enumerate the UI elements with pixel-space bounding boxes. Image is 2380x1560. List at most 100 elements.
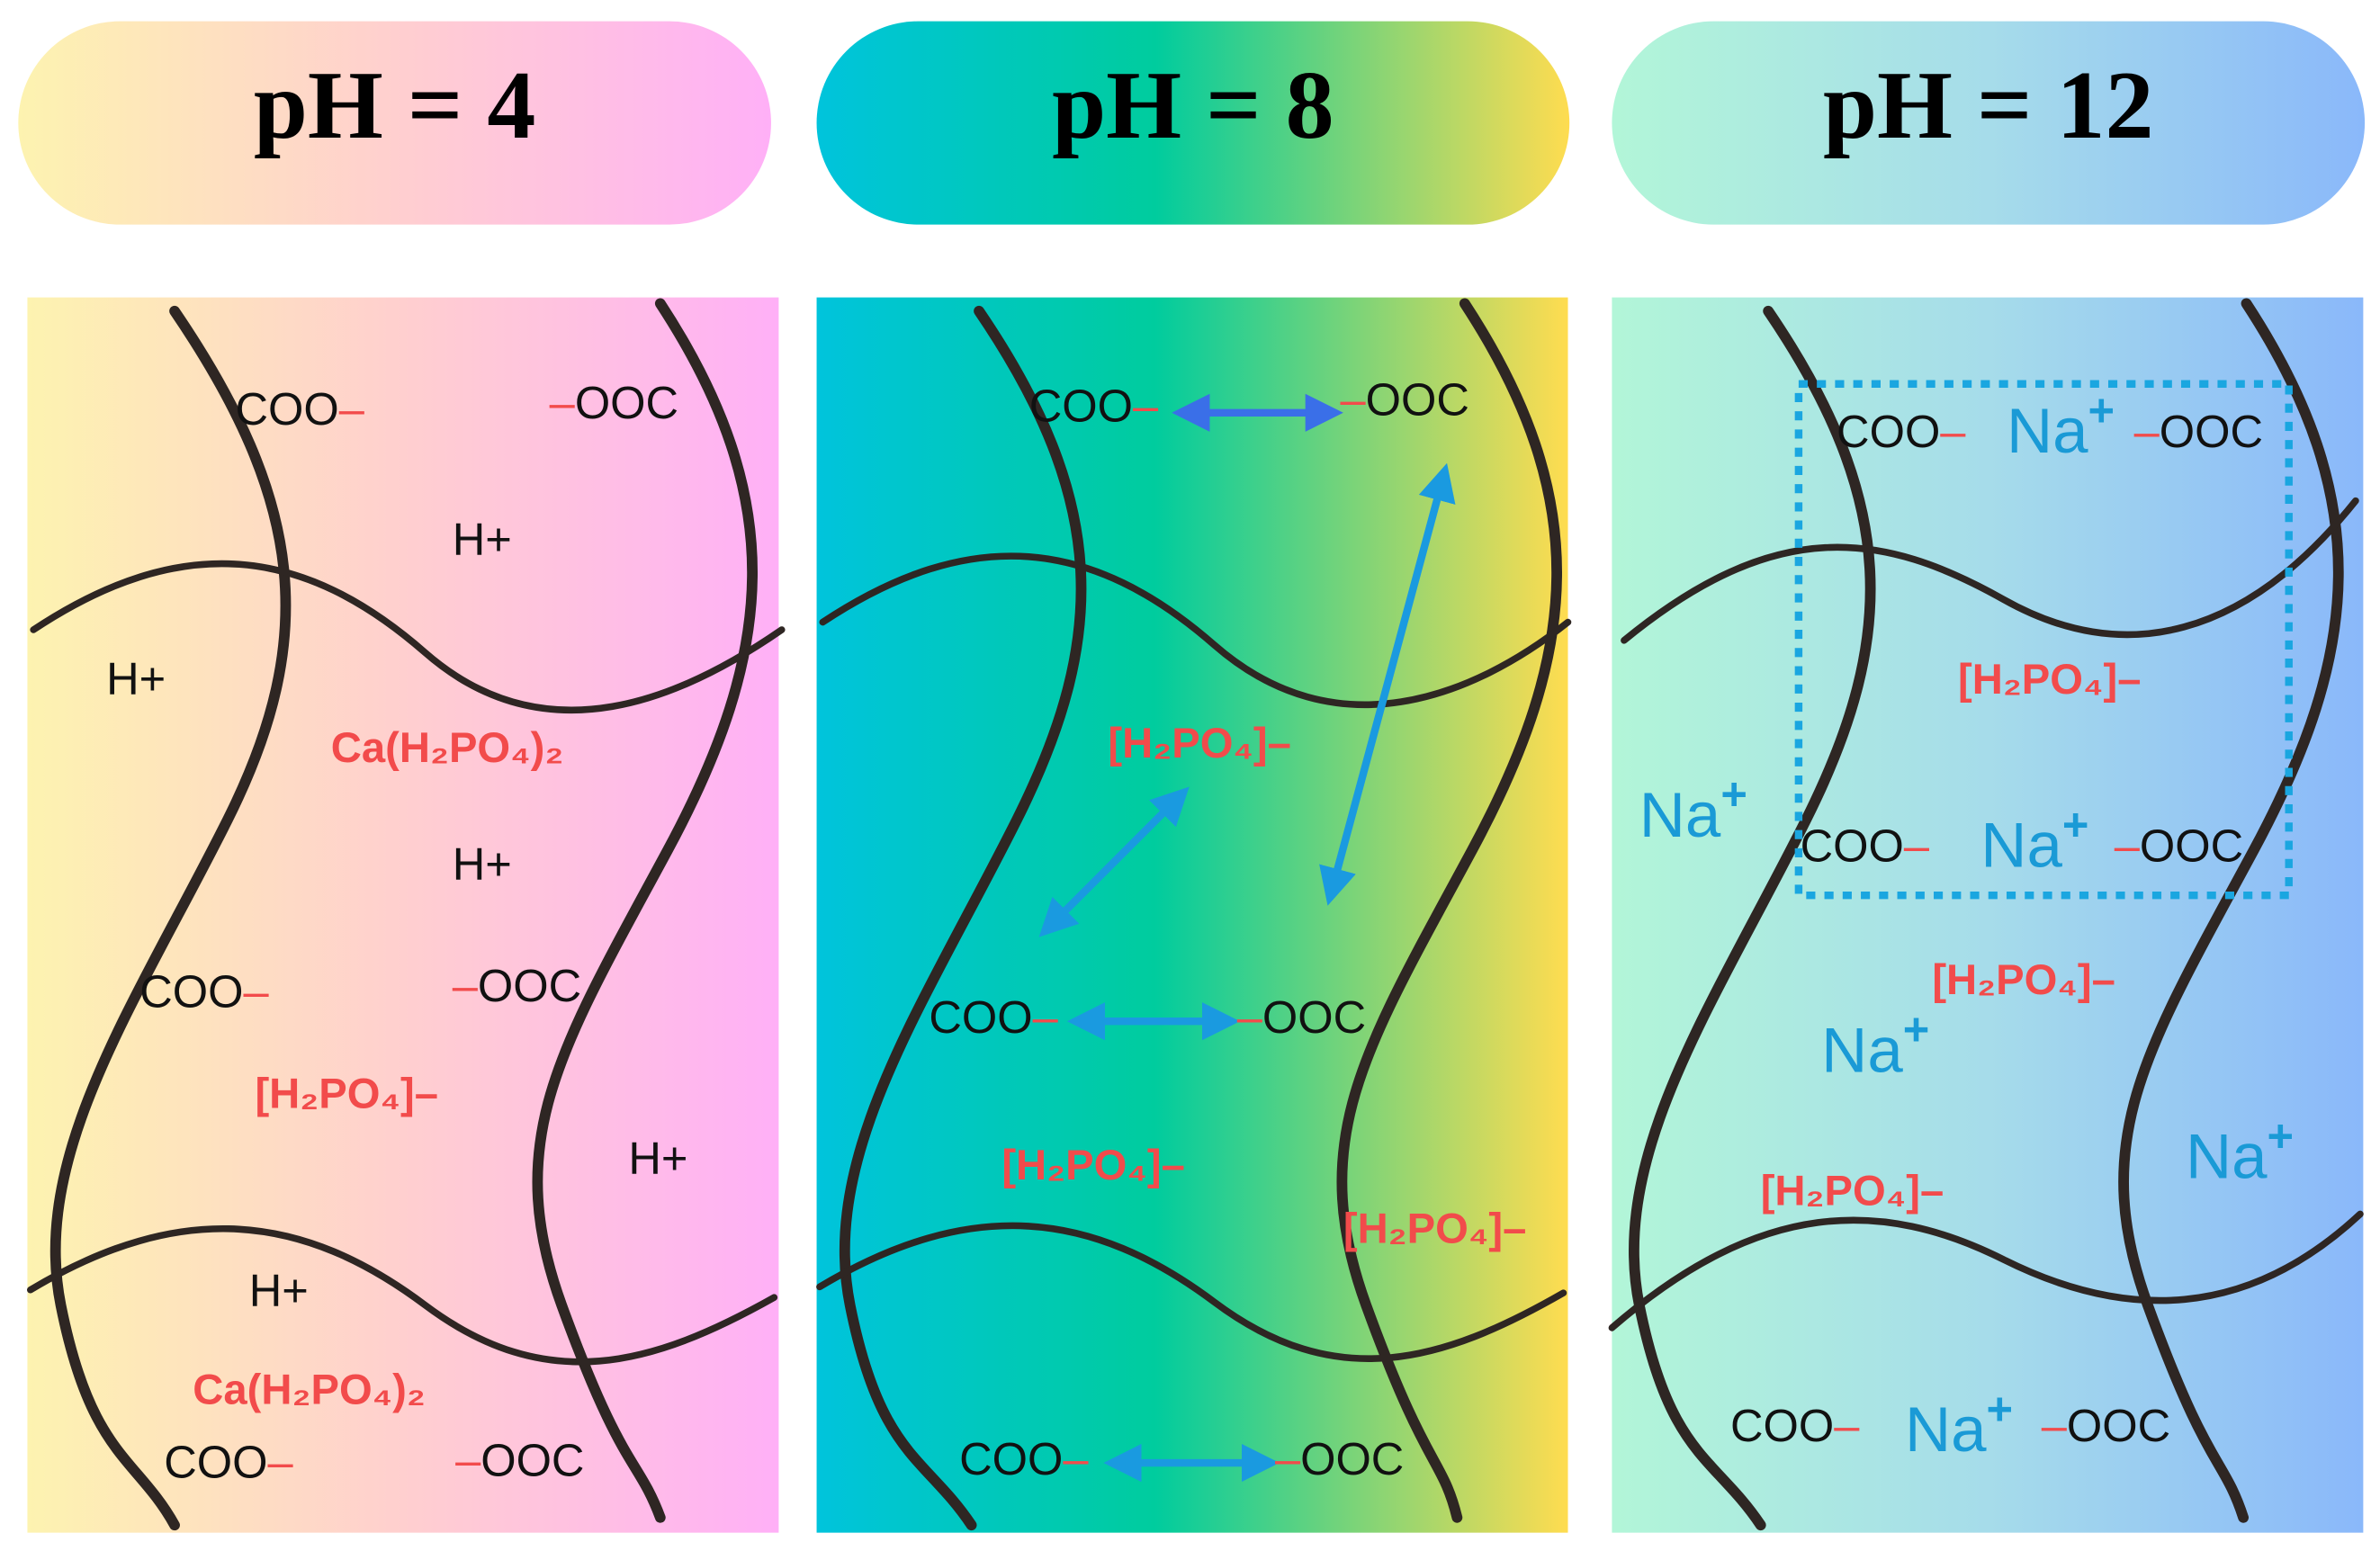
label-text: [H₂PO₄]– <box>1932 956 2115 1004</box>
panel <box>27 297 779 1533</box>
label: COO– <box>1730 1400 1860 1451</box>
label: –OOC <box>2115 820 2243 872</box>
label-text: OOC <box>2160 406 2263 457</box>
charge: – <box>550 377 576 428</box>
label-text: COO <box>139 966 243 1018</box>
superscript: + <box>2088 385 2115 436</box>
label: –OOC <box>550 377 678 428</box>
charge: – <box>244 966 270 1018</box>
label: –OOC <box>455 1435 584 1486</box>
charge: – <box>1237 992 1263 1044</box>
charge: – <box>2134 406 2160 457</box>
label: [H₂PO₄]– <box>1343 1206 1527 1253</box>
label-text: Na <box>1905 1394 1987 1466</box>
label-text: OOC <box>2067 1400 2170 1451</box>
label-text: OOC <box>1300 1433 1404 1484</box>
header-pill <box>1612 21 2366 225</box>
charge: – <box>1033 992 1059 1044</box>
label-text: [H₂PO₄]– <box>1343 1206 1527 1253</box>
superscript: + <box>1903 1004 1930 1055</box>
label: [H₂PO₄]– <box>1958 657 2142 704</box>
label: COO– <box>1837 406 1966 457</box>
label-text: COO <box>164 1437 267 1488</box>
charge: – <box>453 960 479 1011</box>
label: Na+ <box>1905 1384 2013 1466</box>
charge: – <box>1834 1400 1860 1451</box>
charge: – <box>2115 820 2141 872</box>
label-text: COO <box>1801 820 1904 872</box>
label-text: H+ <box>628 1133 687 1184</box>
label-text: OOC <box>1262 992 1366 1044</box>
dotted-box <box>1794 380 2293 900</box>
superscript: + <box>2268 1110 2295 1161</box>
label: COO– <box>139 966 269 1018</box>
label: COO– <box>1029 381 1159 432</box>
label-text: COO <box>1837 406 1940 457</box>
label-text: H+ <box>249 1265 309 1316</box>
header-pill <box>816 21 1570 225</box>
label-text: H+ <box>106 653 166 704</box>
label: Ca(H₂PO₄)₂ <box>193 1367 426 1414</box>
label-text: Ca(H₂PO₄)₂ <box>193 1367 426 1414</box>
label: –OOC <box>2134 406 2263 457</box>
label-text: Na <box>1821 1015 1903 1086</box>
panel <box>1612 297 2364 1533</box>
label: –OOC <box>2042 1400 2170 1451</box>
label-text: COO <box>1730 1400 1834 1451</box>
label-text: Na <box>2007 396 2088 467</box>
label: Na+ <box>1980 799 2088 881</box>
header-pill <box>18 21 771 225</box>
label-text: COO <box>1029 381 1133 432</box>
label: –OOC <box>453 960 581 1011</box>
label-text: [H₂PO₄]– <box>1108 720 1291 767</box>
charge: – <box>1133 381 1159 432</box>
label-text: OOC <box>480 1435 584 1486</box>
label-text: OOC <box>575 377 678 428</box>
charge: – <box>1340 374 1366 426</box>
header-title: pH = 12 <box>1823 52 2153 159</box>
label: [H₂PO₄]– <box>255 1071 438 1118</box>
label: H+ <box>453 514 512 565</box>
label: [H₂PO₄]– <box>1001 1142 1185 1189</box>
label-text: Na <box>1639 780 1721 851</box>
label: –OOC <box>1275 1433 1404 1484</box>
label: [H₂PO₄]– <box>1108 720 1291 767</box>
label: [H₂PO₄]– <box>1761 1168 1944 1215</box>
label-text: [H₂PO₄]– <box>1761 1168 1944 1215</box>
label: –OOC <box>1340 374 1468 426</box>
charge: – <box>455 1435 481 1486</box>
label-text: OOC <box>1366 374 1469 426</box>
charge: – <box>2042 1400 2068 1451</box>
label-text: Ca(H₂PO₄)₂ <box>331 724 564 772</box>
label: COO– <box>1801 820 1930 872</box>
label: Na+ <box>2007 385 2115 467</box>
label: [H₂PO₄]– <box>1932 956 2115 1004</box>
header-title: pH = 8 <box>1052 52 1334 159</box>
charge: – <box>1275 1433 1301 1484</box>
superscript: + <box>2062 799 2089 850</box>
charge: – <box>1940 406 1966 457</box>
label-text: OOC <box>2140 820 2243 872</box>
label: COO– <box>929 992 1058 1044</box>
label: COO– <box>236 383 365 435</box>
charge: – <box>1063 1433 1089 1484</box>
label: Ca(H₂PO₄)₂ <box>331 724 564 772</box>
label-text: H+ <box>453 514 512 565</box>
label-text: [H₂PO₄]– <box>255 1071 438 1118</box>
label: H+ <box>249 1265 309 1316</box>
label: H+ <box>453 838 512 890</box>
label-text: H+ <box>453 838 512 890</box>
superscript: + <box>1720 769 1747 820</box>
label-text: Na <box>2186 1121 2268 1192</box>
fibers <box>27 298 2364 1531</box>
label-text: [H₂PO₄]– <box>1001 1142 1185 1189</box>
label: H+ <box>628 1133 687 1184</box>
panel <box>816 297 1568 1533</box>
header-title: pH = 4 <box>254 52 535 159</box>
label-text: [H₂PO₄]– <box>1958 657 2142 704</box>
label: Na+ <box>2186 1110 2294 1192</box>
label-text: COO <box>959 1433 1063 1484</box>
label-text: OOC <box>478 960 581 1011</box>
